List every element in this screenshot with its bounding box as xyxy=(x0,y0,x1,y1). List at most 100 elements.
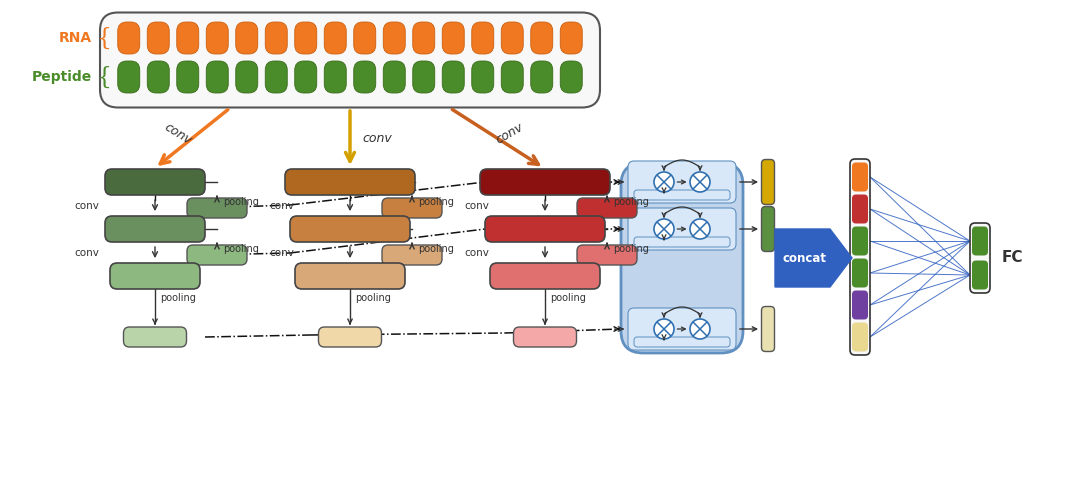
FancyBboxPatch shape xyxy=(628,161,736,203)
FancyBboxPatch shape xyxy=(206,22,229,54)
FancyBboxPatch shape xyxy=(472,61,493,93)
FancyBboxPatch shape xyxy=(295,61,317,93)
Text: pooling: pooling xyxy=(418,244,454,254)
Text: FC: FC xyxy=(1002,251,1023,266)
FancyBboxPatch shape xyxy=(577,245,637,265)
FancyBboxPatch shape xyxy=(353,61,376,93)
Text: conv: conv xyxy=(464,201,489,211)
FancyBboxPatch shape xyxy=(972,260,988,290)
FancyBboxPatch shape xyxy=(761,307,774,351)
FancyBboxPatch shape xyxy=(206,61,229,93)
FancyBboxPatch shape xyxy=(319,327,382,347)
Text: pooling: pooling xyxy=(418,197,454,207)
FancyBboxPatch shape xyxy=(147,61,169,93)
FancyBboxPatch shape xyxy=(514,327,577,347)
FancyBboxPatch shape xyxy=(628,208,736,250)
Circle shape xyxy=(691,219,710,239)
FancyBboxPatch shape xyxy=(324,61,346,93)
Text: pooling: pooling xyxy=(612,197,649,207)
FancyBboxPatch shape xyxy=(413,22,435,54)
FancyBboxPatch shape xyxy=(188,198,247,218)
FancyBboxPatch shape xyxy=(634,237,730,247)
Text: pooling: pooling xyxy=(160,293,196,303)
FancyBboxPatch shape xyxy=(266,22,287,54)
FancyBboxPatch shape xyxy=(852,291,868,320)
FancyBboxPatch shape xyxy=(628,308,736,350)
Text: Peptide: Peptide xyxy=(31,70,92,84)
FancyBboxPatch shape xyxy=(852,195,868,224)
Circle shape xyxy=(654,219,674,239)
Text: conv: conv xyxy=(74,201,99,211)
FancyBboxPatch shape xyxy=(291,216,410,242)
FancyBboxPatch shape xyxy=(560,22,582,54)
Text: conv: conv xyxy=(162,120,194,147)
FancyBboxPatch shape xyxy=(490,263,601,289)
Text: RNA: RNA xyxy=(59,31,92,45)
FancyBboxPatch shape xyxy=(188,245,247,265)
FancyBboxPatch shape xyxy=(531,22,553,54)
Text: concat: concat xyxy=(783,252,827,265)
FancyBboxPatch shape xyxy=(118,22,140,54)
FancyBboxPatch shape xyxy=(560,61,582,93)
FancyBboxPatch shape xyxy=(442,22,464,54)
FancyBboxPatch shape xyxy=(634,337,730,347)
Text: pooling: pooling xyxy=(223,197,259,207)
FancyBboxPatch shape xyxy=(972,227,988,255)
Text: conv: conv xyxy=(362,132,391,145)
FancyBboxPatch shape xyxy=(761,206,774,252)
FancyBboxPatch shape xyxy=(295,263,405,289)
FancyBboxPatch shape xyxy=(235,22,258,54)
FancyBboxPatch shape xyxy=(970,223,990,293)
Circle shape xyxy=(691,319,710,339)
FancyBboxPatch shape xyxy=(531,61,553,93)
Text: {: { xyxy=(96,27,111,50)
FancyBboxPatch shape xyxy=(353,22,376,54)
FancyBboxPatch shape xyxy=(118,61,140,93)
Circle shape xyxy=(691,172,710,192)
Text: pooling: pooling xyxy=(550,293,585,303)
FancyBboxPatch shape xyxy=(382,245,442,265)
FancyArrow shape xyxy=(775,229,852,287)
FancyBboxPatch shape xyxy=(852,258,868,287)
FancyBboxPatch shape xyxy=(105,169,205,195)
FancyBboxPatch shape xyxy=(295,22,317,54)
FancyBboxPatch shape xyxy=(324,22,346,54)
FancyBboxPatch shape xyxy=(100,13,601,107)
Text: pooling: pooling xyxy=(354,293,391,303)
FancyBboxPatch shape xyxy=(485,216,605,242)
FancyBboxPatch shape xyxy=(621,163,743,353)
FancyBboxPatch shape xyxy=(852,162,868,191)
Text: conv: conv xyxy=(269,247,294,257)
Text: {: { xyxy=(96,66,111,89)
FancyBboxPatch shape xyxy=(105,216,205,242)
FancyBboxPatch shape xyxy=(109,263,201,289)
FancyBboxPatch shape xyxy=(472,22,493,54)
FancyBboxPatch shape xyxy=(177,61,198,93)
FancyBboxPatch shape xyxy=(384,61,405,93)
FancyBboxPatch shape xyxy=(382,198,442,218)
FancyBboxPatch shape xyxy=(761,160,774,204)
Text: conv: conv xyxy=(269,201,294,211)
FancyBboxPatch shape xyxy=(480,169,610,195)
FancyBboxPatch shape xyxy=(501,22,524,54)
FancyBboxPatch shape xyxy=(577,198,637,218)
FancyBboxPatch shape xyxy=(124,327,186,347)
FancyBboxPatch shape xyxy=(147,22,169,54)
FancyBboxPatch shape xyxy=(285,169,415,195)
FancyBboxPatch shape xyxy=(384,22,405,54)
FancyBboxPatch shape xyxy=(442,61,464,93)
Text: conv: conv xyxy=(494,121,526,147)
FancyBboxPatch shape xyxy=(634,190,730,200)
FancyBboxPatch shape xyxy=(852,227,868,255)
Text: pooling: pooling xyxy=(612,244,649,254)
Circle shape xyxy=(654,319,674,339)
FancyBboxPatch shape xyxy=(501,61,524,93)
Text: conv: conv xyxy=(74,247,99,257)
FancyBboxPatch shape xyxy=(235,61,258,93)
FancyBboxPatch shape xyxy=(850,159,870,355)
Text: conv: conv xyxy=(464,247,489,257)
FancyBboxPatch shape xyxy=(852,322,868,351)
Text: pooling: pooling xyxy=(223,244,259,254)
FancyBboxPatch shape xyxy=(413,61,435,93)
FancyBboxPatch shape xyxy=(266,61,287,93)
